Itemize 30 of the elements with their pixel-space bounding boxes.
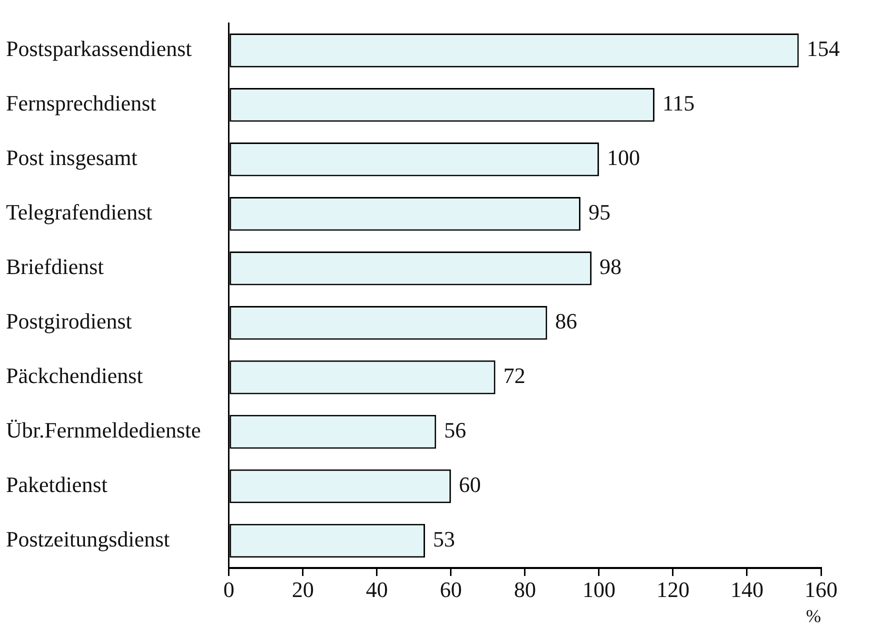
x-tick-label: 160 xyxy=(804,576,838,602)
x-tick-label: 100 xyxy=(582,576,616,602)
y-tick-label: Postgirodienst xyxy=(6,308,132,334)
data-label: 86 xyxy=(555,308,578,334)
data-label: 72 xyxy=(503,363,526,388)
x-tick-label: 0 xyxy=(223,576,234,602)
y-tick-label: Päckchendienst xyxy=(6,363,143,388)
y-tick-label: Telegrafendienst xyxy=(6,200,152,225)
x-tick-label: 60 xyxy=(440,576,462,602)
data-label: 95 xyxy=(588,200,610,225)
data-label: 53 xyxy=(433,526,456,552)
x-tick-label: 40 xyxy=(366,576,388,602)
data-label: 98 xyxy=(600,254,622,280)
data-label: 60 xyxy=(458,472,481,498)
y-tick-label: Briefdienst xyxy=(6,254,104,280)
y-tick-label: Übr.Fernmeldedienste xyxy=(6,418,201,443)
y-tick-label: Postsparkassendienst xyxy=(6,36,192,62)
data-label: 56 xyxy=(444,418,466,443)
y-tick-label: Postzeitungsdienst xyxy=(6,526,170,552)
x-tick-label: 20 xyxy=(292,576,314,602)
x-tick-label: 120 xyxy=(656,576,690,602)
y-tick-label: Paketdienst xyxy=(6,472,108,498)
data-label: 154 xyxy=(806,36,840,62)
x-tick-label: 80 xyxy=(514,576,536,602)
x-axis-title: % xyxy=(806,606,821,626)
y-tick-label: Fernsprechdienst xyxy=(6,90,156,116)
data-label: 115 xyxy=(662,90,695,116)
data-label: 100 xyxy=(606,145,640,170)
x-tick-label: 140 xyxy=(730,576,764,602)
y-tick-label: Post insgesamt xyxy=(6,145,138,170)
